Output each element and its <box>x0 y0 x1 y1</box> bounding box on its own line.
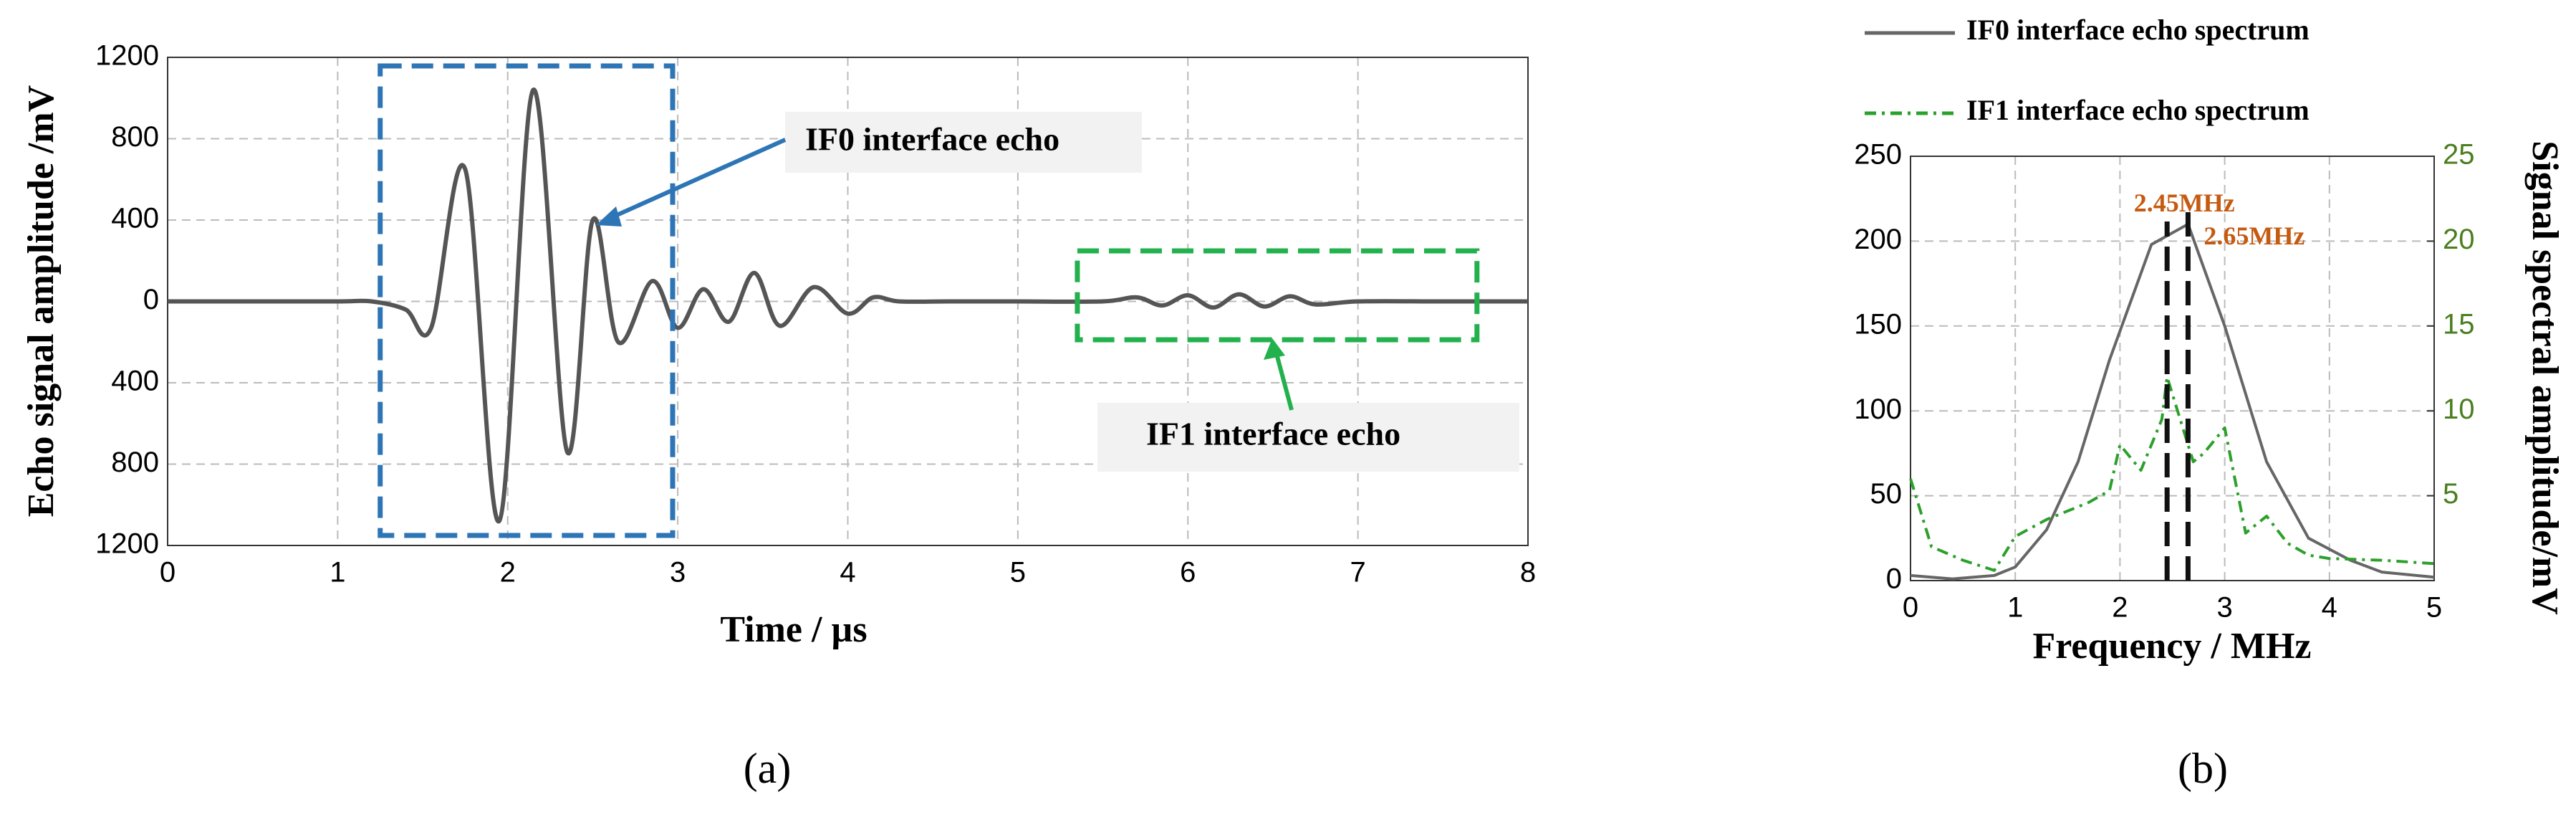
panel-label: (b) <box>2178 745 2228 792</box>
y2-tick-label: 15 <box>2443 308 2475 340</box>
y2-tick-label: 5 <box>2443 478 2459 510</box>
x-tick-label: 0 <box>1903 592 1918 624</box>
y-tick-label: 0 <box>1886 563 1902 595</box>
annotation-label: IF1 interface echo <box>1146 416 1400 452</box>
x-tick-label: 2 <box>500 557 516 588</box>
label-box <box>785 112 1142 173</box>
y-tick-label: 400 <box>111 366 159 397</box>
y-tick-label: 50 <box>1870 478 1903 510</box>
y-axis-label: Echo signal amplitude /mV <box>21 85 62 517</box>
y-tick-label: 200 <box>1854 224 1902 255</box>
y2-tick-label: 10 <box>2443 394 2475 425</box>
series-line <box>167 87 1528 524</box>
y2-tick-label: 25 <box>2443 139 2475 171</box>
x-axis-label: Time / µs <box>720 609 867 650</box>
x-tick-label: 4 <box>840 557 855 588</box>
highlight-box <box>1075 248 1480 343</box>
x-tick-label: 5 <box>1010 557 1026 588</box>
x-tick-label: 0 <box>160 557 176 588</box>
x-tick-label: 6 <box>1180 557 1196 588</box>
series-line <box>1909 375 2435 572</box>
legend-label: IF1 interface echo spectrum <box>1966 94 2310 126</box>
x-tick-label: 8 <box>1520 557 1536 588</box>
label-box <box>1097 403 1519 472</box>
x-tick-label: 1 <box>330 557 345 588</box>
y2-axis-label: Signal spectral amplitude/mV <box>2524 140 2565 615</box>
y-tick-label: 1200 <box>95 40 159 72</box>
y-tick-label: 150 <box>1854 308 1902 340</box>
y-tick-label: 250 <box>1854 139 1902 171</box>
y-tick-label: 400 <box>111 203 159 234</box>
y-tick-label: 1200 <box>95 528 159 560</box>
x-tick-label: 2 <box>2112 592 2128 624</box>
series-line <box>1910 222 2435 581</box>
x-tick-label: 1 <box>2007 592 2023 624</box>
y-tick-label: 800 <box>111 121 159 153</box>
legend-label: IF0 interface echo spectrum <box>1966 14 2310 46</box>
x-axis-label: Frequency / MHz <box>2033 626 2312 667</box>
arrowhead <box>1264 338 1285 360</box>
highlight-box <box>378 63 676 538</box>
arrowhead <box>596 206 622 227</box>
arrow <box>1274 351 1294 411</box>
x-tick-label: 4 <box>2322 592 2337 624</box>
y-tick-label: 800 <box>111 447 159 478</box>
y-tick-label: 100 <box>1854 394 1902 425</box>
marker-label: 2.65MHz <box>2203 221 2305 250</box>
x-tick-label: 5 <box>2426 592 2442 624</box>
annotation-label: IF0 interface echo <box>805 121 1059 158</box>
marker-label: 2.45MHz <box>2134 189 2235 217</box>
y-tick-label: 0 <box>143 284 159 315</box>
y2-tick-label: 20 <box>2443 224 2475 255</box>
panel-label: (a) <box>744 745 792 792</box>
arrow <box>607 138 787 221</box>
x-tick-label: 3 <box>670 557 686 588</box>
x-tick-label: 7 <box>1350 557 1366 588</box>
plot-frame <box>1910 156 2435 581</box>
x-tick-label: 3 <box>2216 592 2232 624</box>
